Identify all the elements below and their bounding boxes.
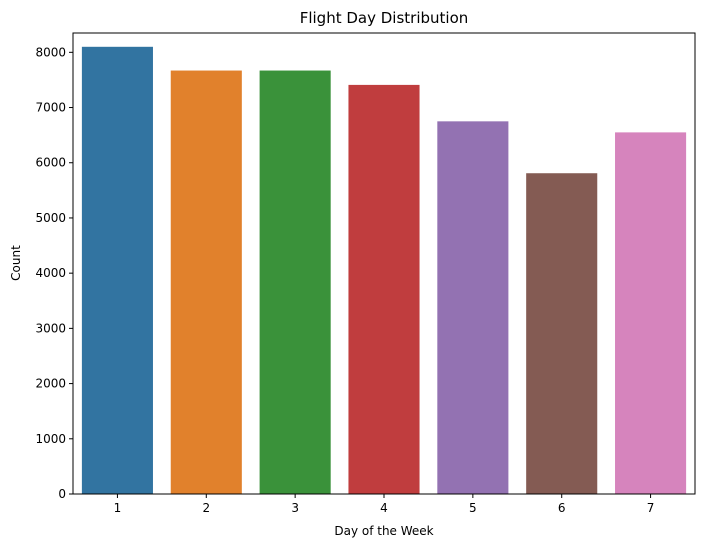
y-tick-label: 7000 <box>35 101 66 115</box>
x-tick-label: 1 <box>114 501 122 515</box>
bars-group <box>81 46 687 495</box>
x-tick-label: 3 <box>291 501 299 515</box>
y-tick-label: 0 <box>58 487 66 501</box>
y-tick-label: 5000 <box>35 211 66 225</box>
y-axis: 0 1000 2000 3000 4000 5000 6000 7000 8000 <box>35 45 73 501</box>
bar-day-7 <box>615 132 687 494</box>
y-tick-label: 4000 <box>35 266 66 280</box>
x-tick-label: 5 <box>469 501 477 515</box>
bar-day-3 <box>259 70 331 495</box>
y-tick-label: 1000 <box>35 432 66 446</box>
y-tick-label: 2000 <box>35 377 66 391</box>
plot-frame <box>72 32 696 495</box>
bar-day-5 <box>437 121 509 494</box>
y-tick-label: 8000 <box>35 45 66 59</box>
x-tick-label: 7 <box>647 501 655 515</box>
x-axis-label: Day of the Week <box>334 524 433 538</box>
x-tick-label: 4 <box>380 501 388 515</box>
bar-day-2 <box>170 70 242 495</box>
chart-title: Flight Day Distribution <box>300 9 469 27</box>
x-tick-label: 6 <box>558 501 566 515</box>
x-axis: 1 2 3 4 5 6 7 <box>114 494 655 515</box>
y-tick-label: 3000 <box>35 321 66 335</box>
x-tick-label: 2 <box>202 501 210 515</box>
bar-day-6 <box>526 173 598 494</box>
y-axis-label: Count <box>9 245 23 281</box>
bar-day-1 <box>81 46 153 494</box>
y-tick-label: 6000 <box>35 156 66 170</box>
bar-day-4 <box>348 84 420 494</box>
